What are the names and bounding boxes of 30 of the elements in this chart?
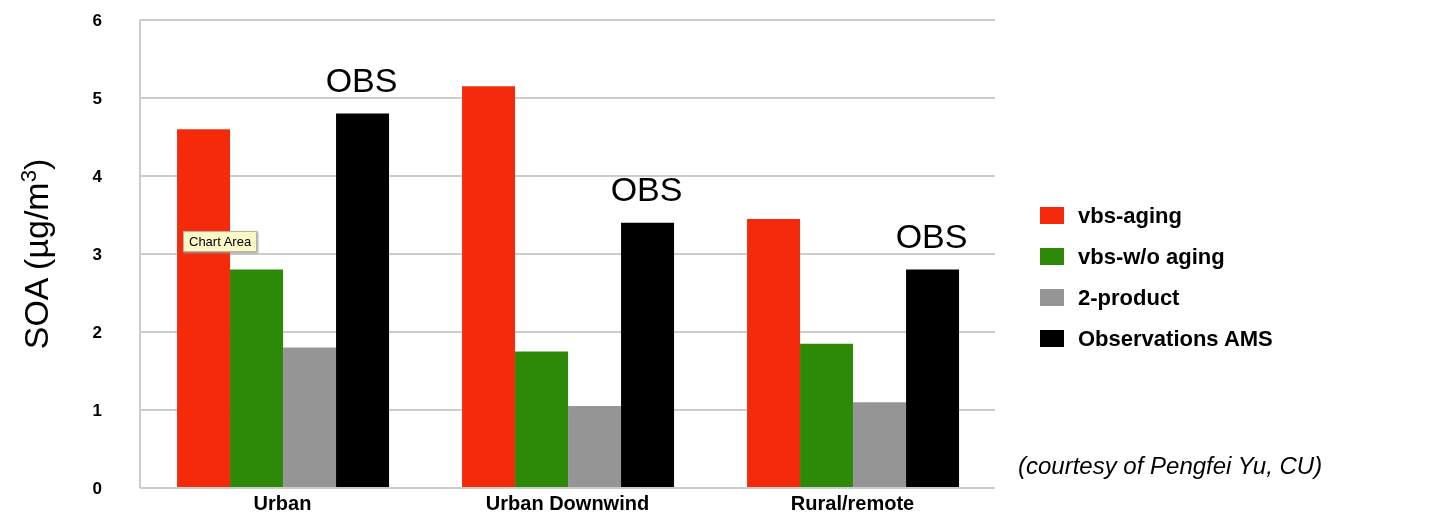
bar bbox=[515, 351, 569, 488]
bar bbox=[621, 222, 675, 488]
y-tick-label: 4 bbox=[92, 167, 103, 187]
y-tick-label: 2 bbox=[92, 323, 102, 343]
bar bbox=[853, 402, 907, 488]
legend-label: vbs-aging bbox=[1078, 202, 1182, 229]
bar bbox=[230, 269, 284, 488]
bar bbox=[336, 113, 390, 488]
bar bbox=[800, 343, 854, 488]
legend-label: vbs-w/o aging bbox=[1078, 243, 1225, 270]
bar bbox=[283, 347, 337, 488]
y-tick-label: 5 bbox=[92, 89, 102, 109]
x-tick-label: Urban bbox=[253, 492, 312, 515]
y-tick-label: 3 bbox=[92, 245, 102, 265]
legend-label: Observations AMS bbox=[1078, 325, 1273, 352]
annotation: Chart Area bbox=[183, 231, 258, 252]
bar bbox=[462, 86, 516, 488]
y-tick-label: 1 bbox=[92, 401, 102, 421]
text: (courtesy of Pengfei Yu, CU) bbox=[1018, 452, 1323, 480]
bar bbox=[747, 218, 801, 488]
x-tick-label: Urban Downwind bbox=[485, 492, 650, 515]
legend-label: 2-product bbox=[1078, 284, 1180, 311]
annotation: OBS bbox=[325, 60, 398, 99]
bar bbox=[906, 269, 960, 488]
x-tick-label: Rural/remote bbox=[790, 492, 915, 515]
y-tick-label: 6 bbox=[92, 11, 102, 31]
y-tick-label: 0 bbox=[92, 479, 102, 499]
annotation: OBS bbox=[895, 216, 968, 255]
annotation: OBS bbox=[610, 169, 683, 208]
bar bbox=[568, 406, 622, 488]
